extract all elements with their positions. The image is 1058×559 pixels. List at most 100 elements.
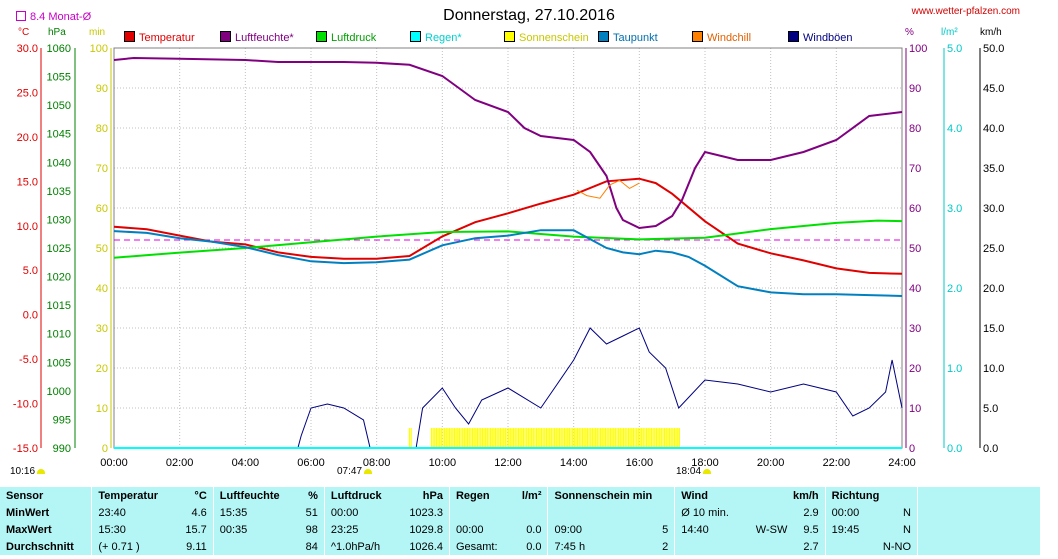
stats-header: Regen [448, 487, 512, 504]
pressure_hpa-tick-label: 1055 [47, 72, 71, 84]
legend-item-taupunkt: Taupunkt [598, 31, 658, 44]
cell [674, 538, 744, 555]
cell: 2 [662, 540, 669, 553]
pressure-unit: hPa [48, 27, 66, 38]
rain_lm2-tick-label: 4.0 [947, 123, 962, 135]
cell: 7:45 h [547, 538, 637, 555]
legend-swatch [316, 31, 327, 42]
cell: 1029.8 [409, 523, 443, 536]
series-line-luftfeuchte [113, 56, 903, 230]
pressure_hpa-tick-label: 1000 [47, 386, 71, 398]
cell [212, 538, 297, 555]
temp_c-tick-label: -5.0 [19, 354, 38, 366]
cell: N [903, 506, 911, 519]
stats-header: l/m² [521, 489, 542, 502]
sun_min-tick-label: 70 [96, 163, 108, 175]
temp_c-tick-label: 30.0 [17, 43, 38, 55]
sun_min-tick-label: 50 [96, 243, 108, 255]
pressure_hpa-tick-label: 1040 [47, 157, 71, 169]
legend-item-luftdruck: Luftdruck [316, 31, 376, 44]
sun-icon [364, 469, 373, 474]
stats-header: % [308, 489, 318, 502]
sun-icon [37, 469, 46, 474]
cell: 00:00 [824, 504, 871, 521]
cell: 09:00 [547, 521, 637, 538]
cell: 5 [662, 523, 669, 536]
wind_kmh-tick-label: 25.0 [983, 243, 1004, 255]
row-label: MaxWert [6, 523, 52, 536]
x-tick-label: 24:00 [888, 457, 916, 469]
sunrise-label: 07:47 [337, 466, 373, 477]
series-line-temperatur [113, 177, 903, 275]
stats-row-min: MinWert 23:40 4.6 15:35 51 00:00 1023.3 … [0, 504, 1040, 521]
humidity_pct-tick-label: 30 [909, 323, 921, 335]
legend-item-windboeen: Windböen [788, 31, 853, 44]
humidity_pct-tick-label: 10 [909, 403, 921, 415]
wind_kmh-tick-label: 5.0 [983, 403, 998, 415]
wind_kmh-tick-label: 20.0 [983, 283, 1004, 295]
cell: W-SW [755, 523, 788, 536]
stats-header: Wind [674, 487, 744, 504]
chart-axes: 00:00 02:00 04:00 06:00 08:00 10:00 12:00 14:00… [13, 43, 1005, 469]
series-line-taupunkt [113, 229, 903, 297]
monthly-average-label: 8.4 Monat-Ø [16, 11, 91, 23]
site-link[interactable]: www.wetter-pfalzen.com [911, 6, 1020, 17]
cell: 23:40 [91, 504, 175, 521]
cell: (+ 0.71 ) [91, 538, 175, 555]
humidity_pct-tick-label: 70 [909, 163, 921, 175]
legend-swatch [598, 31, 609, 42]
pressure_hpa-tick-label: 1020 [47, 272, 71, 284]
cell: 15:35 [212, 504, 297, 521]
sunset-label: 18:04 [676, 466, 712, 477]
humidity_pct-tick-label: 50 [909, 243, 921, 255]
cell [448, 504, 512, 521]
legend-item-luftfeuchte: Luftfeuchte* [220, 31, 294, 44]
humidity_pct-tick-label: 80 [909, 123, 921, 135]
rain_lm2-tick-label: 0.0 [947, 443, 962, 455]
cell: 84 [305, 540, 318, 553]
sun_min-tick-label: 10 [96, 403, 108, 415]
rain_lm2-tick-label: 2.0 [947, 283, 962, 295]
pressure_hpa-tick-label: 1050 [47, 100, 71, 112]
series-line-windchill [576, 179, 640, 199]
stats-row-avg: Durchschnitt (+ 0.71 ) 9.11 84 ^1.0hPa/h… [0, 538, 1040, 555]
stats-filler [917, 538, 1040, 555]
humidity_pct-tick-label: 20 [909, 363, 921, 375]
stats-header: Luftdruck [323, 487, 397, 504]
stats-header: km/h [792, 489, 819, 502]
x-tick-label: 14:00 [560, 457, 588, 469]
stats-header-row: Sensor Temperatur °C Luftfeuchte % Luftd… [0, 487, 1040, 504]
cell: 1023.3 [409, 506, 443, 519]
sun-unit: min [89, 27, 106, 38]
sun-label-left: 10:16 [10, 466, 46, 477]
legend-item-windchill: Windchill [692, 31, 751, 44]
cell: 0.0 [526, 523, 542, 536]
stats-table: Sensor Temperatur °C Luftfeuchte % Luftd… [0, 487, 1040, 555]
legend-swatch [788, 31, 799, 42]
legend-swatch [504, 31, 515, 42]
wind_kmh-tick-label: 0.0 [983, 443, 998, 455]
sun_min-tick-label: 40 [96, 283, 108, 295]
wind_kmh-tick-label: 10.0 [983, 363, 1004, 375]
x-tick-label: 00:00 [100, 457, 128, 469]
cell [511, 504, 548, 521]
sun_min-tick-label: 60 [96, 203, 108, 215]
cell: 9.11 [186, 540, 207, 553]
stats-row-max: MaxWert 15:30 15.7 00:35 98 23:25 1029.8… [0, 521, 1040, 538]
legend-item-regen: Regen* [410, 31, 462, 44]
pressure_hpa-tick-label: 1045 [47, 129, 71, 141]
cell: 23:25 [323, 521, 397, 538]
cell: 98 [305, 523, 318, 536]
temp_c-tick-label: 0.0 [23, 310, 38, 322]
wind_kmh-tick-label: 40.0 [983, 123, 1004, 135]
cell: N-NO [882, 540, 911, 553]
legend-swatch [692, 31, 703, 42]
temp_c-tick-label: 15.0 [17, 176, 38, 188]
weather-chart: 00:00 02:00 04:00 06:00 08:00 10:00 12:00 14:00… [13, 43, 1005, 469]
cell: N [903, 523, 911, 536]
humidity_pct-tick-label: 90 [909, 83, 921, 95]
cell: Gesamt: [448, 538, 512, 555]
pressure_hpa-tick-label: 1005 [47, 357, 71, 369]
sun_min-tick-label: 90 [96, 83, 108, 95]
x-tick-label: 06:00 [297, 457, 325, 469]
